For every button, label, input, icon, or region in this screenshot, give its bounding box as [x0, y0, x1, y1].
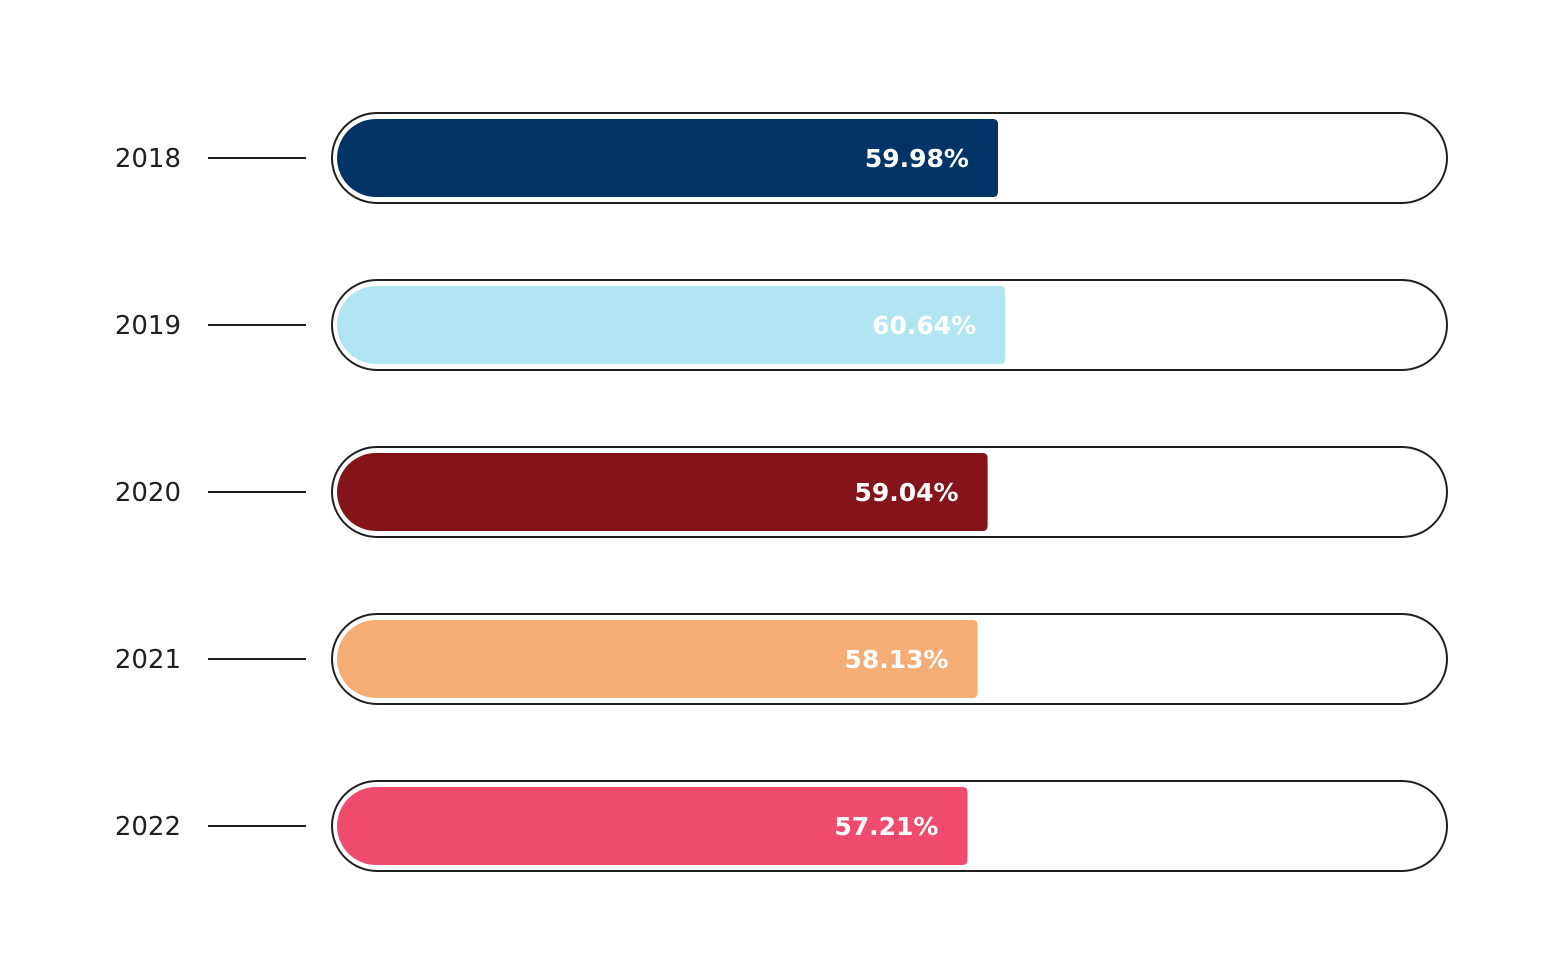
value-label: 58.13%	[844, 645, 948, 674]
bar-row: 2018 59.98%	[115, 112, 1448, 204]
category-label: 2019	[115, 311, 181, 341]
value-label: 59.04%	[854, 478, 958, 507]
bar-row: 2019 60.64%	[115, 279, 1448, 371]
bar-fill	[337, 787, 968, 865]
bar-rows: 2018 59.98% 2019 60.64% 2020 59.04% 2021 58.13%…	[115, 112, 1448, 872]
bar-row: 2021 58.13%	[115, 613, 1448, 705]
category-label: 2020	[115, 478, 181, 508]
category-label: 2022	[115, 812, 181, 842]
bar-row: 2022 57.21%	[115, 780, 1448, 872]
bar-row: 2020 59.04%	[115, 446, 1448, 538]
bar-fill	[337, 620, 978, 698]
category-label: 2021	[115, 645, 181, 675]
bar-fill	[337, 453, 988, 531]
value-label: 57.21%	[834, 812, 938, 841]
category-label: 2018	[115, 144, 181, 174]
value-label: 60.64%	[872, 311, 976, 340]
bar-fill	[337, 119, 998, 197]
value-label: 59.98%	[865, 144, 969, 173]
bar-fill	[337, 286, 1006, 364]
